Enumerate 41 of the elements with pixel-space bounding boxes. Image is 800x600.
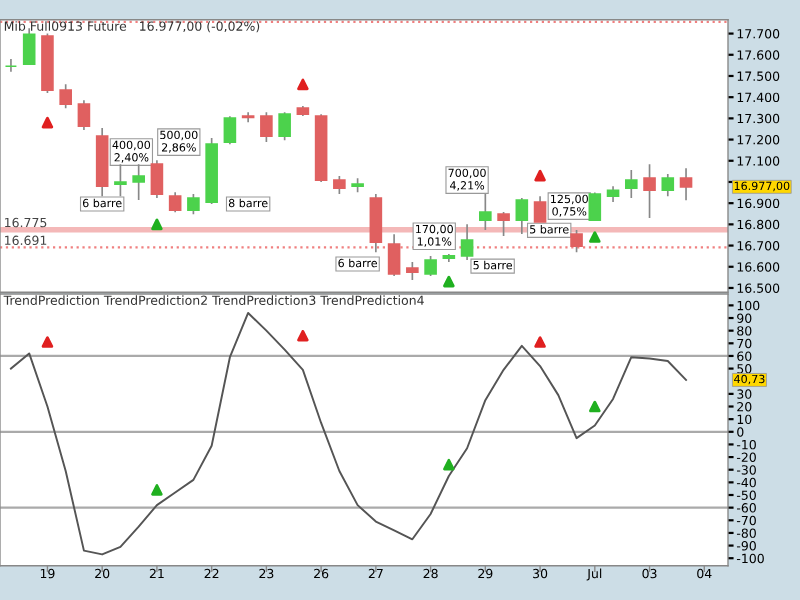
line-series (9, 311, 688, 556)
point (297, 329, 309, 342)
point (297, 78, 309, 91)
candlestick (679, 167, 693, 202)
point (41, 336, 54, 348)
candlestick (223, 115, 237, 146)
candlestick (150, 159, 164, 199)
candlestick (643, 163, 656, 219)
point (534, 169, 546, 182)
candlestick (187, 193, 200, 216)
candlestick (624, 169, 638, 199)
candlestick (387, 233, 401, 277)
candlestick (479, 193, 492, 231)
candlestick (533, 195, 547, 223)
candlestick (588, 191, 602, 221)
candlestick (661, 173, 675, 198)
candlestick (77, 99, 91, 131)
candlestick (333, 175, 346, 195)
candlestick (114, 163, 127, 198)
point (151, 218, 163, 231)
candlestick (460, 223, 474, 261)
candlestick (424, 255, 437, 277)
candlestick (22, 27, 36, 65)
candlestick (4, 58, 18, 73)
candlestick (168, 191, 182, 214)
point (589, 231, 601, 243)
point (443, 458, 455, 471)
point (41, 116, 54, 129)
candlestick (570, 229, 583, 253)
candlestick (278, 111, 291, 142)
candlestick (59, 83, 72, 110)
candlestick (369, 193, 383, 253)
candlestick (515, 197, 529, 235)
point (589, 400, 601, 413)
point (443, 275, 455, 288)
point (534, 336, 546, 348)
candlestick (406, 261, 419, 281)
candlestick (260, 111, 273, 143)
candlestick (132, 163, 145, 201)
point (151, 484, 163, 496)
candlestick (497, 211, 510, 237)
